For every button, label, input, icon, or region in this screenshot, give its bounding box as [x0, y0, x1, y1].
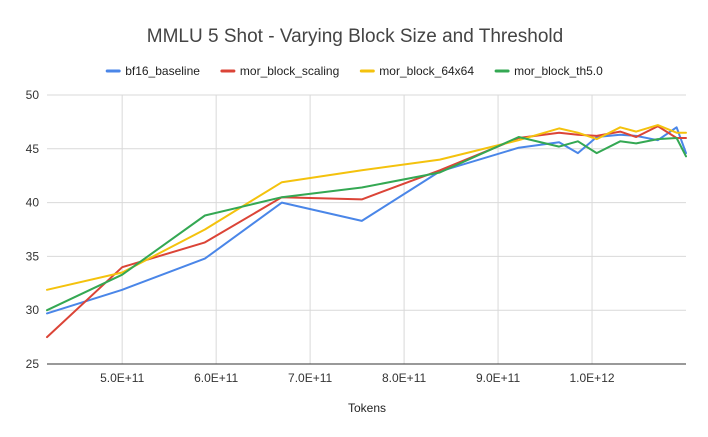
y-tick-label: 35	[26, 249, 40, 263]
legend-item: mor_block_64x64	[359, 64, 474, 78]
legend-label: mor_block_scaling	[240, 64, 339, 78]
x-tick-label: 7.0E+11	[288, 371, 332, 385]
legend-item: mor_block_scaling	[220, 64, 339, 78]
legend-item: bf16_baseline	[105, 64, 200, 78]
legend-label: bf16_baseline	[125, 64, 200, 78]
y-tick-label: 25	[26, 357, 40, 371]
y-axis-ticks: 25 30 35 40 45 50	[26, 88, 40, 371]
legend-label: mor_block_th5.0	[514, 64, 603, 78]
legend: bf16_baseline mor_block_scaling mor_block_…	[105, 64, 603, 78]
y-tick-label: 30	[26, 303, 40, 317]
series-line-mor-block-th5-0	[46, 136, 687, 312]
series-line-mor-block-64x64	[46, 124, 687, 291]
chart-title: MMLU 5 Shot - Varying Block Size and Thr…	[147, 26, 563, 47]
x-tick-label: 6.0E+11	[194, 371, 238, 385]
x-tick-label: 8.0E+11	[382, 371, 426, 385]
x-tick-label: 5.0E+11	[100, 371, 144, 385]
y-tick-label: 45	[26, 142, 40, 156]
series-layer	[46, 124, 687, 339]
x-axis-ticks: 5.0E+11 6.0E+11 7.0E+11 8.0E+11 9.0E+11 1.0E+…	[100, 371, 615, 385]
x-tick-label: 9.0E+11	[476, 371, 520, 385]
legend-label: mor_block_64x64	[379, 64, 474, 78]
x-axis-label: Tokens	[348, 401, 386, 415]
x-tick-label: 1.0E+12	[570, 371, 615, 385]
legend-item: mor_block_th5.0	[494, 64, 603, 78]
series-line-mor-block-scaling	[46, 125, 687, 339]
y-tick-label: 50	[26, 88, 40, 102]
series-line-bf16-baseline	[46, 126, 687, 315]
y-tick-label: 40	[26, 196, 40, 210]
